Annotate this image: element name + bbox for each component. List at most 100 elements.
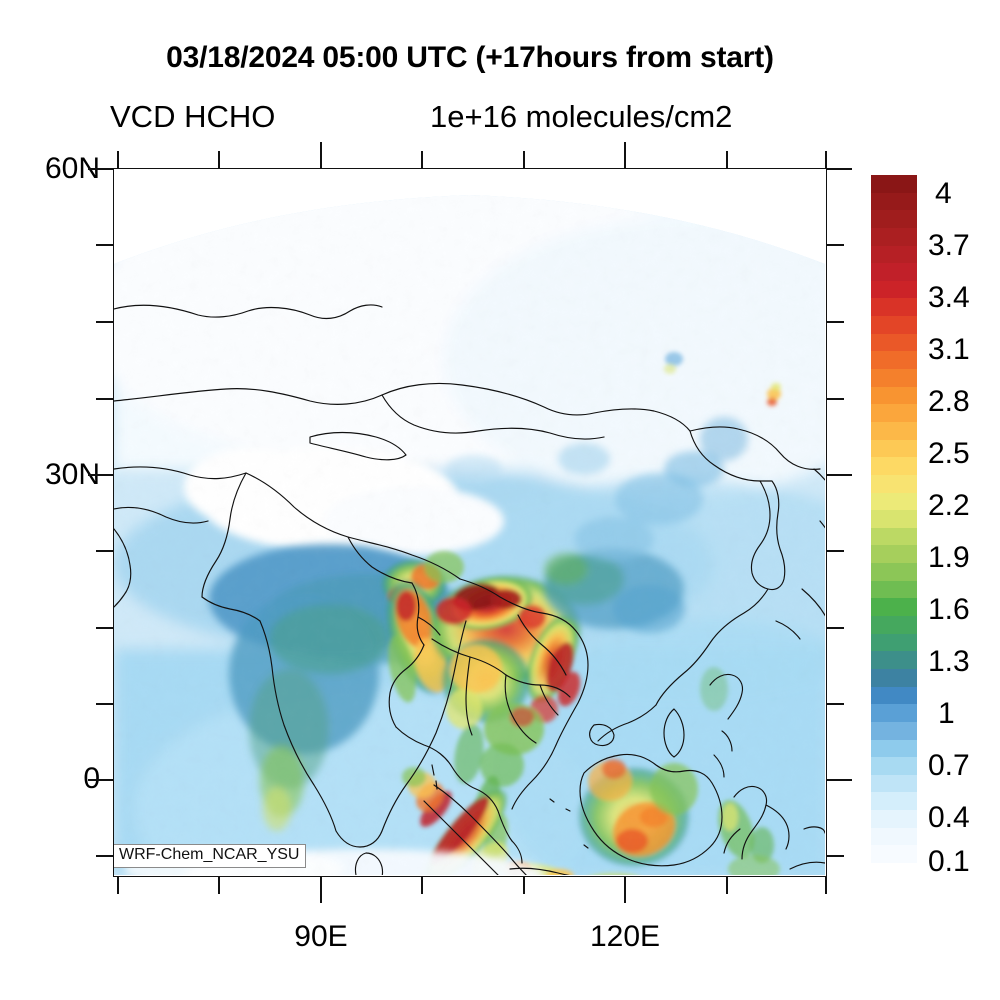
xtick-minor-1 [117, 877, 119, 894]
ytick-minor-3 [96, 398, 113, 400]
colorbar-band-36 [871, 810, 917, 828]
colorbar-band-18 [871, 492, 917, 511]
colorbar[interactable] [871, 175, 917, 863]
xtick-top-major-120e [624, 142, 626, 168]
ytick-minor-2 [96, 321, 113, 323]
colorbar-label-0-1: 0.1 [928, 845, 970, 878]
colorbar-band-10 [871, 351, 917, 370]
ytick-major-0 [88, 779, 113, 781]
colorbar-band-28 [871, 668, 917, 687]
colorbar-band-2 [871, 210, 917, 228]
xtick-label-90e: 90E [294, 920, 348, 953]
ytick-minor-5 [96, 627, 113, 629]
colorbar-label-1-3: 1.3 [928, 645, 970, 678]
ytick-minor-7 [96, 855, 113, 857]
model-stamp: WRF-Chem_NCAR_YSU [114, 844, 307, 868]
ytick-right-major-0 [827, 779, 852, 781]
colorbar-band-9 [871, 333, 917, 352]
ytick-major-30n [88, 474, 113, 476]
figure-title: 03/18/2024 05:00 UTC (+17hours from star… [166, 41, 774, 74]
colorbar-band-5 [871, 263, 917, 281]
xtick-major-120e [624, 877, 626, 903]
xtick-label-120e: 120E [589, 920, 661, 953]
colorbar-band-11 [871, 369, 917, 387]
ytick-label-30n: 30N [44, 458, 100, 491]
ytick-right-minor-4 [827, 550, 844, 552]
ytick-right-minor-6 [827, 703, 844, 705]
colorbar-label-0-4: 0.4 [928, 801, 970, 834]
colorbar-band-12 [871, 386, 917, 405]
colorbar-band-20 [871, 527, 917, 546]
colorbar-label-3-1: 3.1 [928, 333, 970, 366]
colorbar-band-0 [871, 175, 917, 193]
variable-label: VCD HCHO [110, 99, 276, 134]
ytick-minor-1 [96, 244, 113, 246]
ytick-right-minor-2 [827, 321, 844, 323]
colorbar-band-29 [871, 686, 917, 705]
xtick-top-major-90e [320, 142, 322, 168]
ytick-label-60n: 60N [44, 152, 100, 185]
colorbar-band-24 [871, 598, 917, 617]
colorbar-band-37 [871, 827, 917, 846]
xtick-major-90e [320, 877, 322, 903]
xtick-top-minor-1 [117, 151, 119, 168]
ytick-right-major-30n [827, 474, 852, 476]
xtick-top-minor-3 [421, 151, 423, 168]
colorbar-band-33 [871, 757, 917, 775]
colorbar-band-3 [871, 227, 917, 246]
colorbar-band-32 [871, 739, 917, 758]
colorbar-band-30 [871, 704, 917, 722]
ytick-right-minor-5 [827, 627, 844, 629]
colorbar-label-4: 4 [935, 177, 952, 210]
colorbar-band-8 [871, 316, 917, 334]
colorbar-band-19 [871, 510, 917, 528]
ytick-label-0: 0 [4, 762, 100, 796]
map-plot-area[interactable]: WRF-Chem_NCAR_YSU [113, 168, 827, 877]
colorbar-label-3-7: 3.7 [928, 229, 970, 262]
xtick-minor-3 [421, 877, 423, 894]
colorbar-band-25 [871, 616, 917, 634]
colorbar-band-1 [871, 192, 917, 211]
colorbar-band-38 [871, 845, 917, 863]
colorbar-band-13 [871, 404, 917, 422]
ytick-right-minor-7 [827, 855, 844, 857]
colorbar-band-31 [871, 721, 917, 740]
xtick-minor-6 [825, 877, 827, 894]
colorbar-label-2-5: 2.5 [928, 437, 970, 470]
ytick-minor-4 [96, 550, 113, 552]
colorbar-label-0-7: 0.7 [928, 749, 970, 782]
colorbar-band-27 [871, 651, 917, 669]
ytick-major-60n [88, 168, 113, 170]
colorbar-band-35 [871, 792, 917, 811]
ytick-right-minor-1 [827, 244, 844, 246]
xtick-minor-2 [218, 877, 220, 894]
colorbar-band-21 [871, 545, 917, 564]
colorbar-label-2-8: 2.8 [928, 385, 970, 418]
colorbar-label-3-4: 3.4 [928, 281, 970, 314]
colorbar-band-7 [871, 298, 917, 317]
colorbar-label-1-9: 1.9 [928, 541, 970, 574]
xtick-top-minor-2 [218, 151, 220, 168]
colorbar-label-1-6: 1.6 [928, 593, 970, 626]
colorbar-band-17 [871, 474, 917, 493]
xtick-minor-5 [726, 877, 728, 894]
xtick-top-minor-4 [523, 151, 525, 168]
ytick-right-minor-3 [827, 398, 844, 400]
colorbar-band-22 [871, 563, 917, 581]
colorbar-band-14 [871, 421, 917, 440]
colorbar-label-2-2: 2.2 [928, 489, 970, 522]
colorbar-band-34 [871, 774, 917, 793]
ytick-right-major-60n [827, 168, 852, 170]
colorbar-band-4 [871, 245, 917, 264]
colorbar-band-15 [871, 439, 917, 458]
colorbar-label-1: 1 [938, 697, 955, 730]
xtick-minor-4 [523, 877, 525, 894]
colorbar-band-6 [871, 280, 917, 299]
ytick-minor-6 [96, 703, 113, 705]
units-label: 1e+16 molecules/cm2 [430, 99, 733, 134]
colorbar-band-26 [871, 633, 917, 652]
colorbar-band-23 [871, 580, 917, 599]
xtick-top-minor-5 [726, 151, 728, 168]
colorbar-band-16 [871, 457, 917, 475]
